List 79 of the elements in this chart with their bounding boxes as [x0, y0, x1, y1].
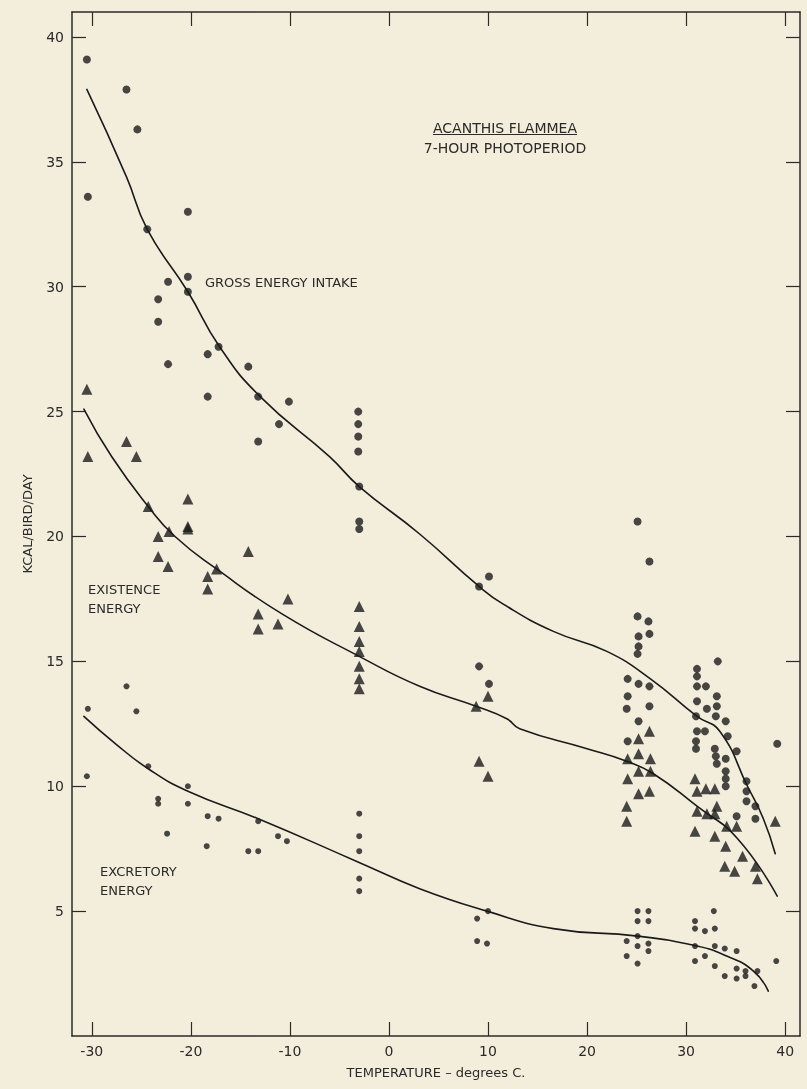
- text: ACANTHIS FLAMMEA: [431, 119, 578, 138]
- point: [283, 838, 290, 845]
- point: [634, 943, 641, 950]
- point: [751, 983, 758, 990]
- point: [645, 918, 652, 925]
- x-tick-label: 40: [776, 1043, 795, 1059]
- point: [356, 848, 363, 855]
- point: [184, 783, 191, 790]
- y-tick-label: 10: [46, 778, 64, 795]
- point: [83, 773, 90, 780]
- point: [204, 813, 211, 820]
- point: [215, 815, 222, 822]
- y-tick-label: 5: [55, 903, 64, 920]
- point: [484, 940, 491, 947]
- point: [710, 908, 717, 915]
- point: [733, 965, 740, 972]
- x-tick-label: -20: [179, 1043, 203, 1059]
- point: [145, 763, 152, 770]
- point: [133, 708, 140, 715]
- point: [634, 918, 641, 925]
- x-axis-title: TEMPERATURE – degrees C.: [345, 1065, 526, 1080]
- point: [275, 833, 282, 840]
- point: [255, 848, 262, 855]
- point: [692, 943, 699, 950]
- point: [356, 888, 363, 895]
- point: [733, 948, 740, 955]
- point: [692, 925, 699, 932]
- point: [721, 973, 728, 980]
- point: [203, 843, 210, 850]
- point: [645, 948, 652, 955]
- x-tick-label: 10: [479, 1043, 497, 1059]
- y-tick-label: 35: [46, 153, 64, 170]
- point: [356, 875, 363, 882]
- point: [692, 958, 699, 965]
- y-axis-title: KCAL/BIRD/DAY: [20, 474, 35, 574]
- point: [255, 818, 262, 825]
- y-tick-label: 40: [46, 28, 64, 45]
- point: [474, 915, 481, 922]
- text: EXCRETORY ENERGY: [100, 864, 181, 898]
- point: [754, 968, 761, 975]
- point: [356, 810, 363, 817]
- point: [733, 975, 740, 982]
- point: [711, 963, 718, 970]
- point: [245, 848, 252, 855]
- y-tick-label: 30: [46, 278, 64, 295]
- point: [474, 938, 481, 945]
- point: [742, 973, 749, 980]
- point: [84, 705, 91, 712]
- point: [773, 958, 780, 965]
- point: [711, 943, 718, 950]
- x-tick-label: -30: [80, 1043, 104, 1059]
- point: [155, 795, 162, 802]
- y-tick-label: 20: [46, 528, 64, 545]
- point: [634, 960, 641, 967]
- point: [155, 800, 162, 807]
- point: [645, 908, 652, 915]
- point: [623, 938, 630, 945]
- point: [645, 940, 652, 947]
- point: [485, 908, 491, 915]
- point: [711, 925, 718, 932]
- point: [356, 833, 363, 840]
- y-tick-label: 25: [46, 403, 64, 420]
- point: [692, 918, 699, 925]
- point: [701, 928, 708, 935]
- text: 7-HOUR PHOTOPERIOD: [422, 139, 588, 158]
- point: [623, 953, 630, 960]
- line-series: [83, 715, 770, 992]
- x-tick-label: -10: [278, 1043, 302, 1059]
- x-tick-label: 30: [677, 1043, 696, 1059]
- point: [634, 908, 641, 915]
- point: [164, 830, 171, 837]
- point: [184, 800, 191, 807]
- x-tick-label: 20: [578, 1043, 596, 1059]
- series-label: GROSS ENERGY INTAKE: [205, 275, 358, 290]
- y-tick-label: 15: [46, 653, 64, 670]
- point: [701, 953, 708, 960]
- point: [634, 933, 641, 940]
- x-tick-label: 0: [384, 1043, 394, 1059]
- series-label: EXISTENCE ENERGY: [88, 582, 165, 616]
